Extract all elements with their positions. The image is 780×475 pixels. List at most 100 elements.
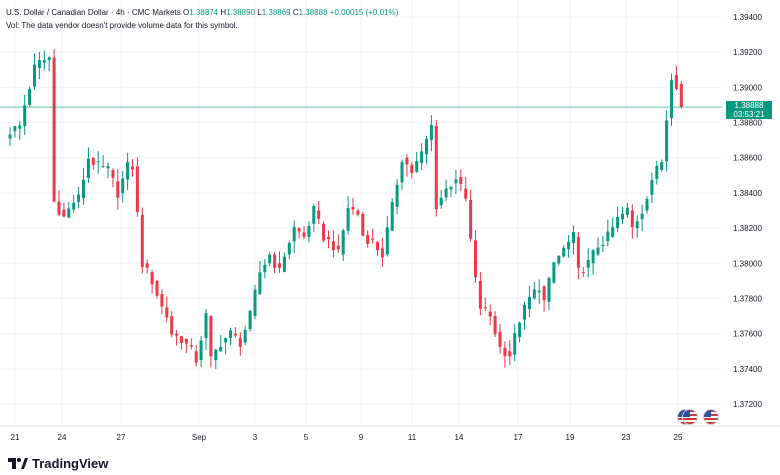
candle-body (547, 277, 551, 302)
candle-body (527, 296, 531, 310)
x-tick-label: 14 (455, 433, 464, 442)
y-tick-label: 1.37200 (733, 400, 762, 409)
candle-body (346, 208, 350, 231)
us-flag-event-icon[interactable] (703, 409, 719, 425)
candle-body (82, 179, 85, 199)
ohlc-value: 1.38890 (226, 8, 256, 17)
candle-body (508, 351, 512, 357)
candle-body (674, 75, 678, 89)
candle-body (282, 256, 286, 273)
candle-body (425, 138, 428, 155)
candle-body (33, 64, 36, 87)
change-value: +0.00015 (+0.01%) (329, 8, 399, 17)
y-tick-label: 1.38400 (733, 189, 762, 198)
candle-body (278, 263, 281, 268)
candle-body (581, 272, 585, 274)
candle-body (214, 349, 218, 361)
candle-body (67, 208, 71, 218)
candle-body (8, 134, 12, 139)
x-tick-label: 21 (11, 433, 20, 442)
y-tick-label: 1.37400 (733, 365, 762, 374)
candle-body (488, 311, 492, 317)
x-tick-label: 25 (674, 433, 683, 442)
candle-body (292, 226, 296, 242)
candle-body (532, 289, 536, 299)
bar-countdown: 03:53:21 (733, 110, 765, 119)
candle-body (258, 272, 262, 295)
candle-body (385, 227, 389, 255)
candle-body (596, 247, 600, 255)
candle-body (42, 60, 46, 63)
candle-body (493, 316, 497, 335)
candle-body (189, 345, 193, 347)
candle-body (336, 245, 340, 250)
candle-body (474, 240, 477, 278)
candle-body (307, 225, 311, 237)
x-tick-label: 3 (253, 433, 258, 442)
candle-body (322, 223, 326, 241)
symbol-header: U.S. Dollar / Canadian Dollar · 4h · CMC… (6, 8, 398, 17)
candle-body (586, 259, 590, 268)
candle-body (606, 231, 610, 242)
candle-body (611, 227, 615, 237)
candle-body (371, 238, 375, 240)
candle-body (356, 210, 360, 215)
candle-body (253, 289, 257, 317)
candle-body (395, 184, 399, 207)
candle-body (317, 210, 321, 219)
candle-body (111, 170, 115, 178)
candle-body (537, 290, 541, 293)
candle-body (361, 214, 365, 236)
candle-body (121, 178, 125, 193)
candle-body (248, 310, 252, 330)
candle-body (660, 162, 664, 171)
y-tick-label: 1.39000 (733, 83, 762, 92)
volume-note: Vol: The data vendor doesn't provide vol… (6, 21, 238, 30)
candle-body (101, 166, 105, 168)
candle-body (131, 166, 134, 170)
y-tick-label: 1.37600 (733, 330, 762, 339)
candle-body (410, 164, 414, 174)
x-tick-label: Sep (192, 433, 207, 442)
candle-body (155, 280, 159, 296)
candle-body (390, 201, 394, 231)
candle-body (478, 280, 482, 309)
candle-body (341, 230, 345, 255)
last-price-label: 1.38888 03:53:21 (726, 101, 772, 119)
candle-body (91, 157, 95, 165)
y-tick-label: 1.38600 (733, 154, 762, 163)
candle-body (77, 194, 81, 202)
candle-body (380, 248, 384, 258)
candle-body (96, 161, 100, 163)
candle-body (542, 286, 546, 301)
candle-body (135, 166, 139, 213)
candle-body (160, 294, 164, 307)
candle-body (640, 213, 644, 220)
ohlc-key: C (290, 8, 299, 17)
candle-body (562, 247, 566, 257)
candle-body (238, 338, 242, 347)
candle-body (469, 199, 473, 239)
candle-body (209, 316, 213, 357)
y-tick-label: 1.39400 (733, 13, 762, 22)
candle-body (459, 177, 463, 184)
candle-body (233, 333, 237, 336)
x-tick-label: 17 (514, 433, 523, 442)
candle-body (165, 307, 169, 318)
candle-body (405, 157, 409, 165)
x-tick-label: 9 (359, 433, 364, 442)
y-tick-label: 1.37800 (733, 294, 762, 303)
us-flag-event-icon[interactable] (682, 409, 698, 425)
candle-body (572, 232, 575, 244)
candle-body (444, 188, 448, 198)
symbol-title: U.S. Dollar / Canadian Dollar · 4h · CMC… (6, 8, 181, 17)
candle-body (567, 241, 571, 250)
candle-body (439, 197, 443, 206)
candle-body (576, 236, 580, 268)
tradingview-logo[interactable]: TradingView (8, 456, 108, 471)
candle-body (327, 236, 330, 240)
y-tick-label: 1.38200 (733, 224, 762, 233)
candle-body (376, 242, 379, 251)
